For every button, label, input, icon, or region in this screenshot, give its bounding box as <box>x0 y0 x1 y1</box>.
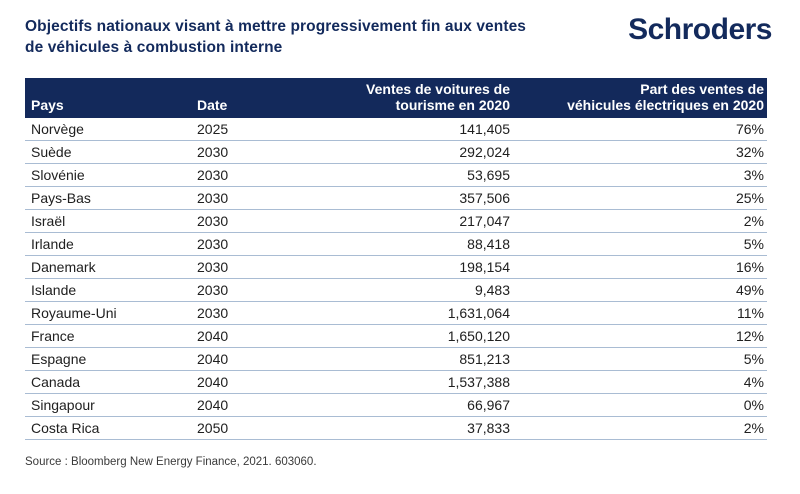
ev-share-cell: 0% <box>512 393 767 417</box>
ev-share-cell: 4% <box>512 370 767 394</box>
car-sales-cell: 1,631,064 <box>343 301 512 325</box>
schroders-logo: Schroders <box>628 13 772 47</box>
ev-share-cell: 32% <box>512 140 767 164</box>
table-row: Royaume-Uni 2030 1,631,064 11% <box>25 301 767 325</box>
country-cell: Danemark <box>25 255 195 279</box>
date-cell: 2025 <box>195 118 343 141</box>
logo-stylized-o: o <box>692 13 711 46</box>
date-cell: 2030 <box>195 140 343 164</box>
date-cell: 2030 <box>195 163 343 187</box>
table-row: Singapour 2040 66,967 0% <box>25 393 767 417</box>
table-row: France 2040 1,650,120 12% <box>25 324 767 348</box>
ev-share-cell: 25% <box>512 186 767 210</box>
table-row: Canada 2040 1,537,388 4% <box>25 370 767 394</box>
date-cell: 2030 <box>195 278 343 302</box>
column-header-ev-share: Part des ventes de véhicules électriques… <box>512 78 767 118</box>
data-table-container: Pays Date Ventes de voitures de tourisme… <box>25 78 767 440</box>
date-cell: 2030 <box>195 186 343 210</box>
ev-share-cell: 12% <box>512 324 767 348</box>
date-cell: 2040 <box>195 324 343 348</box>
car-sales-cell: 88,418 <box>343 232 512 256</box>
car-sales-cell: 198,154 <box>343 255 512 279</box>
country-cell: France <box>25 324 195 348</box>
country-cell: Suède <box>25 140 195 164</box>
column-header-country-label: Pays <box>31 97 64 113</box>
column-header-ev-share-line-2: véhicules électriques en 2020 <box>567 97 764 113</box>
country-cell: Islande <box>25 278 195 302</box>
ev-share-cell: 76% <box>512 118 767 141</box>
table-row: Israël 2030 217,047 2% <box>25 209 767 233</box>
country-cell: Pays-Bas <box>25 186 195 210</box>
table-row: Espagne 2040 851,213 5% <box>25 347 767 371</box>
table-row: Costa Rica 2050 37,833 2% <box>25 416 767 440</box>
logo-text-right: ders <box>710 13 773 46</box>
date-cell: 2040 <box>195 370 343 394</box>
table-row: Suède 2030 292,024 32% <box>25 140 767 164</box>
car-sales-cell: 66,967 <box>343 393 512 417</box>
country-cell: Royaume-Uni <box>25 301 195 325</box>
ev-share-cell: 3% <box>512 163 767 187</box>
car-sales-cell: 9,483 <box>343 278 512 302</box>
car-sales-cell: 37,833 <box>343 416 512 440</box>
ev-share-cell: 5% <box>512 347 767 371</box>
date-cell: 2030 <box>195 232 343 256</box>
car-sales-cell: 851,213 <box>343 347 512 371</box>
page-title-line-1: Objectifs nationaux visant à mettre prog… <box>25 18 527 35</box>
country-cell: Canada <box>25 370 195 394</box>
country-cell: Costa Rica <box>25 416 195 440</box>
country-cell: Irlande <box>25 232 195 256</box>
table-row: Danemark 2030 198,154 16% <box>25 255 767 279</box>
source-note: Source : Bloomberg New Energy Finance, 2… <box>25 456 317 468</box>
table-header-row: Pays Date Ventes de voitures de tourisme… <box>25 78 767 118</box>
table-row: Islande 2030 9,483 49% <box>25 278 767 302</box>
car-sales-cell: 53,695 <box>343 163 512 187</box>
car-sales-cell: 1,537,388 <box>343 370 512 394</box>
column-header-date: Date <box>195 78 343 118</box>
country-cell: Norvège <box>25 118 195 141</box>
country-cell: Espagne <box>25 347 195 371</box>
ev-share-cell: 2% <box>512 209 767 233</box>
car-sales-cell: 292,024 <box>343 140 512 164</box>
date-cell: 2050 <box>195 416 343 440</box>
table-header: Pays Date Ventes de voitures de tourisme… <box>25 78 767 118</box>
table-row: Norvège 2025 141,405 76% <box>25 118 767 141</box>
column-header-ev-share-line-1: Part des ventes de <box>640 81 764 97</box>
column-header-car-sales-line-1: Ventes de voitures de <box>366 81 510 97</box>
car-sales-cell: 217,047 <box>343 209 512 233</box>
ev-share-cell: 11% <box>512 301 767 325</box>
date-cell: 2030 <box>195 255 343 279</box>
logo-text-left: Schr <box>628 13 693 46</box>
ev-share-cell: 5% <box>512 232 767 256</box>
country-cell: Slovénie <box>25 163 195 187</box>
ev-share-cell: 16% <box>512 255 767 279</box>
table-body: Norvège 2025 141,405 76% Suède 2030 292,024 32%… <box>25 118 767 440</box>
ev-share-cell: 2% <box>512 416 767 440</box>
car-sales-cell: 1,650,120 <box>343 324 512 348</box>
car-sales-cell: 141,405 <box>343 118 512 141</box>
table-row: Slovénie 2030 53,695 3% <box>25 163 767 187</box>
date-cell: 2030 <box>195 209 343 233</box>
table-row: Irlande 2030 88,418 5% <box>25 232 767 256</box>
data-table: Pays Date Ventes de voitures de tourisme… <box>25 78 767 440</box>
ev-share-cell: 49% <box>512 278 767 302</box>
car-sales-cell: 357,506 <box>343 186 512 210</box>
date-cell: 2030 <box>195 301 343 325</box>
table-row: Pays-Bas 2030 357,506 25% <box>25 186 767 210</box>
date-cell: 2040 <box>195 393 343 417</box>
page-title-line-2: de véhicules à combustion interne <box>25 39 283 56</box>
page-title: Objectifs nationaux visant à mettre prog… <box>25 16 526 58</box>
column-header-car-sales-line-2: tourisme en 2020 <box>395 97 510 113</box>
column-header-date-label: Date <box>197 97 228 113</box>
column-header-country: Pays <box>25 78 195 118</box>
country-cell: Israël <box>25 209 195 233</box>
column-header-car-sales: Ventes de voitures de tourisme en 2020 <box>343 78 512 118</box>
date-cell: 2040 <box>195 347 343 371</box>
country-cell: Singapour <box>25 393 195 417</box>
